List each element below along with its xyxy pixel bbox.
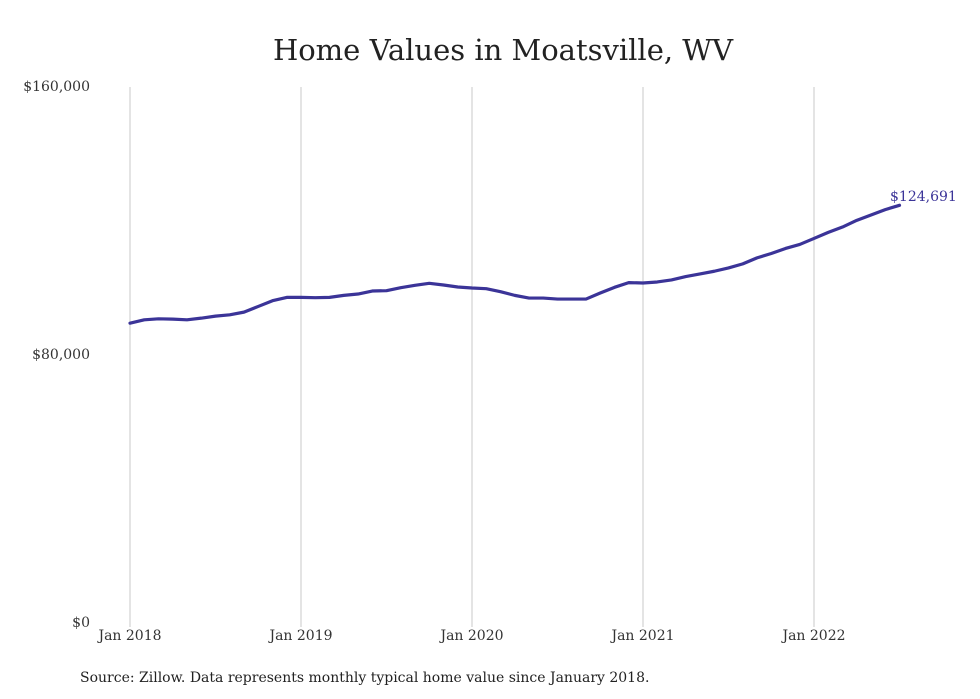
data-point (243, 311, 246, 314)
data-point (699, 272, 702, 275)
data-point (428, 282, 431, 285)
data-point (357, 293, 360, 296)
data-point (528, 297, 531, 300)
data-point (485, 287, 488, 290)
data-point (855, 219, 858, 222)
data-point (841, 226, 844, 229)
data-point (684, 275, 687, 278)
source-note: Source: Zillow. Data represents monthly … (80, 670, 649, 686)
data-point (157, 317, 160, 320)
x-axis-ticks: Jan 2018 Jan 2019 Jan 2020 Jan 2021 Jan 2022 (96, 628, 845, 644)
data-point (257, 305, 260, 308)
data-point (399, 286, 402, 289)
data-point (642, 281, 645, 284)
data-point (613, 286, 616, 289)
data-point (200, 317, 203, 320)
data-point (542, 297, 545, 300)
data-point (314, 296, 317, 299)
data-point (442, 283, 445, 286)
data-point (214, 315, 217, 318)
data-point (827, 231, 830, 234)
y-tick-label: $80,000 (32, 347, 90, 363)
data-point (285, 296, 288, 299)
data-point (798, 243, 801, 246)
data-point (328, 296, 331, 299)
data-point (342, 294, 345, 297)
data-point (385, 289, 388, 292)
data-point (813, 237, 816, 240)
data-point (670, 278, 673, 281)
data-points (129, 204, 902, 325)
data-point (129, 322, 132, 325)
data-point (656, 280, 659, 283)
data-point (513, 294, 516, 297)
data-point (499, 290, 502, 293)
data-point (186, 318, 189, 321)
data-point (143, 318, 146, 321)
x-tick-label: Jan 2019 (267, 628, 332, 644)
y-tick-label: $160,000 (23, 79, 90, 95)
x-tick-label: Jan 2020 (438, 628, 503, 644)
data-point (371, 290, 374, 293)
vertical-gridlines (129, 87, 815, 627)
data-point (784, 247, 787, 250)
data-point (756, 256, 759, 259)
data-point (727, 266, 730, 269)
chart-title: Home Values in Moatsville, WV (273, 33, 734, 67)
data-point (627, 281, 630, 284)
data-point (456, 286, 459, 289)
y-tick-label: $0 (72, 615, 90, 631)
data-point (556, 298, 559, 301)
data-point (570, 298, 573, 301)
x-tick-label: Jan 2022 (780, 628, 845, 644)
data-point (770, 252, 773, 255)
x-tick-label: Jan 2018 (96, 628, 161, 644)
data-point (870, 213, 873, 216)
series-line-home-value (128, 203, 902, 325)
data-point (228, 313, 231, 316)
x-tick-label: Jan 2021 (609, 628, 674, 644)
end-value-label: $124,691 (890, 189, 957, 205)
y-axis-ticks: $0 $80,000 $160,000 (23, 79, 90, 631)
data-point (414, 284, 417, 287)
data-point (713, 270, 716, 273)
data-point (471, 287, 474, 290)
data-point (884, 208, 887, 211)
data-point (585, 298, 588, 301)
data-point (741, 262, 744, 265)
data-point (171, 318, 174, 321)
data-point (300, 296, 303, 299)
data-point (271, 299, 274, 302)
data-point (599, 292, 602, 295)
